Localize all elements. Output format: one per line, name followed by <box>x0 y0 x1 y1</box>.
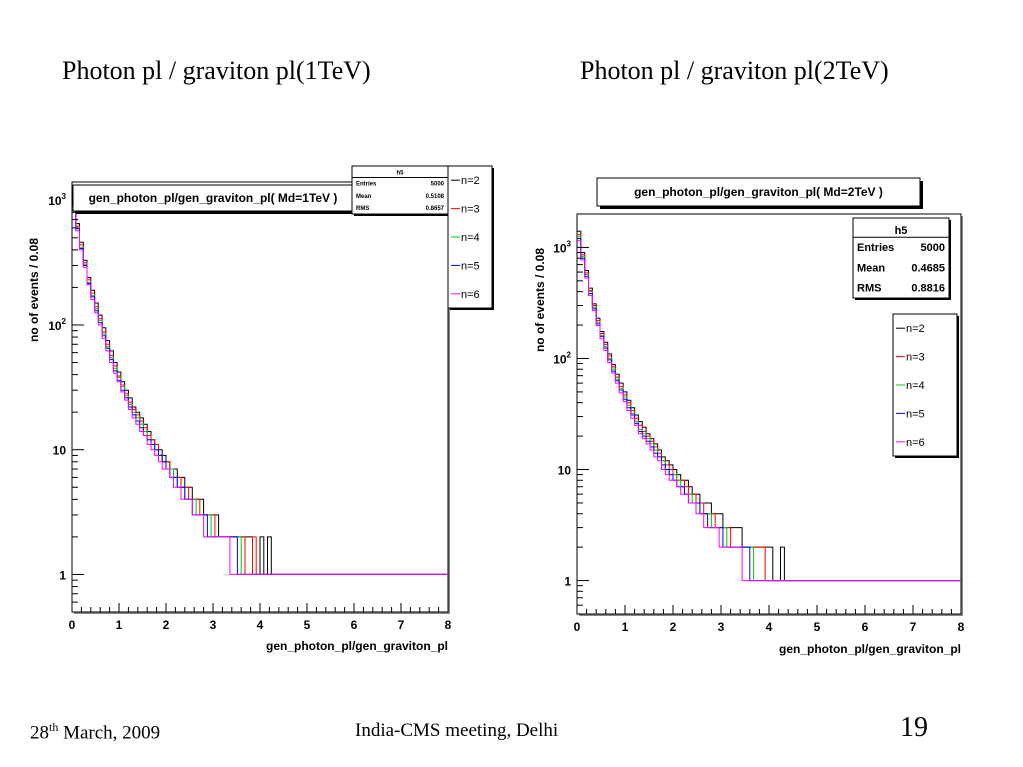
x-tick-label: 4 <box>257 618 264 632</box>
legend-entry: n=2 <box>461 175 480 187</box>
stats-label: RMS <box>857 283 881 295</box>
footer-meeting: India-CMS meeting, Delhi <box>355 720 559 741</box>
x-tick-label: 3 <box>210 618 217 632</box>
stats-value: 0.8816 <box>911 283 945 295</box>
footer-date-rest: March, 2009 <box>58 722 161 744</box>
x-tick-label: 2 <box>163 618 170 632</box>
y-tick-label: 103 <box>48 192 66 208</box>
legend-entry: n=6 <box>461 289 480 301</box>
legend: n=2 n=3 n=4 n=5 n=6 <box>447 165 494 310</box>
x-tick-label: 6 <box>351 618 358 632</box>
y-axis: 1 10 102 103 <box>553 213 589 615</box>
x-tick-label: 1 <box>116 618 123 632</box>
histogram-plot-1tev: 0 1 2 3 4 5 6 7 8 1 10 102 103 no of events / 0.08 gen… <box>27 165 494 653</box>
stats-box-frame <box>351 165 449 215</box>
legend-entry: n=5 <box>461 260 480 272</box>
footer-date-day: 28 <box>30 722 49 744</box>
legend-entry: n=4 <box>906 380 925 392</box>
legend-entry: n=2 <box>906 323 925 335</box>
x-tick-label: 8 <box>958 620 965 634</box>
y-axis-label: no of events / 0.08 <box>27 238 41 342</box>
stats-name: h5 <box>895 225 908 237</box>
histogram-series-n-6 <box>72 210 448 575</box>
y-tick-label: 103 <box>553 239 571 255</box>
histogram-plot-2tev: 0 1 2 3 4 5 6 7 8 1 10 102 103 no of events / 0.08 gen… <box>533 177 965 656</box>
x-tick-label: 4 <box>766 620 773 634</box>
legend-entry: n=3 <box>461 204 480 216</box>
stats-value: 0.8657 <box>426 206 445 212</box>
footer-date: 28th March, 2009 <box>30 720 160 744</box>
footer-date-suffix: th <box>49 720 59 734</box>
x-tick-label: 7 <box>910 620 917 634</box>
stats-label: RMS <box>356 206 369 212</box>
x-axis-label: gen_photon_pl/gen_graviton_pl <box>266 639 448 653</box>
stats-label: Entries <box>857 242 894 254</box>
y-tick-label: 10 <box>558 464 572 478</box>
y-axis-label: no of events / 0.08 <box>533 248 547 352</box>
stats-value: 5000 <box>921 242 945 254</box>
stats-name: h5 <box>396 171 404 177</box>
x-tick-label: 5 <box>814 620 821 634</box>
stats-label: Mean <box>857 262 885 274</box>
legend-entry: n=4 <box>461 232 480 244</box>
slide-title-left: Photon pl / graviton pl(1TeV) <box>62 56 371 85</box>
stats-value: 0.5108 <box>426 194 445 200</box>
x-axis: 0 1 2 3 4 5 6 7 8 <box>69 603 452 632</box>
x-tick-label: 0 <box>69 618 76 632</box>
x-tick-label: 1 <box>622 620 629 634</box>
x-axis: 0 1 2 3 4 5 6 7 8 <box>574 605 965 634</box>
histogram-series-n-6 <box>577 240 961 582</box>
stats-value: 5000 <box>431 182 445 188</box>
stats-label: Mean <box>356 194 372 200</box>
stats-label: Entries <box>356 182 377 188</box>
legend: n=2 n=3 n=4 n=5 n=6 <box>892 313 959 458</box>
legend-entry: n=6 <box>906 437 925 449</box>
title-box <box>72 184 354 212</box>
footer-page-number: 19 <box>900 712 928 743</box>
y-tick-label: 1 <box>564 575 571 589</box>
legend-entry: n=5 <box>906 408 925 420</box>
title-box <box>596 177 921 207</box>
x-tick-label: 3 <box>718 620 725 634</box>
slide-title-right: Photon pl / graviton pl(2TeV) <box>580 56 889 85</box>
y-tick-label: 102 <box>553 350 571 366</box>
x-tick-label: 0 <box>574 620 581 634</box>
x-tick-label: 7 <box>398 618 405 632</box>
stats-box: h5 Entries 5000 Mean 0.5108 RMS 0.8657 <box>351 165 450 216</box>
legend-entry: n=3 <box>906 352 925 364</box>
y-tick-label: 102 <box>48 317 66 333</box>
plot-title: gen_photon_pl/gen_graviton_pl( Md=2TeV ) <box>634 185 883 199</box>
stats-box-frame <box>852 217 950 299</box>
plot-title: gen_photon_pl/gen_graviton_pl( Md=1TeV ) <box>89 191 338 205</box>
x-tick-label: 2 <box>670 620 677 634</box>
x-tick-label: 8 <box>445 618 452 632</box>
y-tick-label: 10 <box>53 444 67 458</box>
x-tick-label: 5 <box>304 618 311 632</box>
stats-value: 0.4685 <box>911 262 945 274</box>
y-tick-label: 1 <box>59 568 66 582</box>
x-axis-label: gen_photon_pl/gen_graviton_pl <box>779 642 961 656</box>
x-tick-label: 6 <box>862 620 869 634</box>
